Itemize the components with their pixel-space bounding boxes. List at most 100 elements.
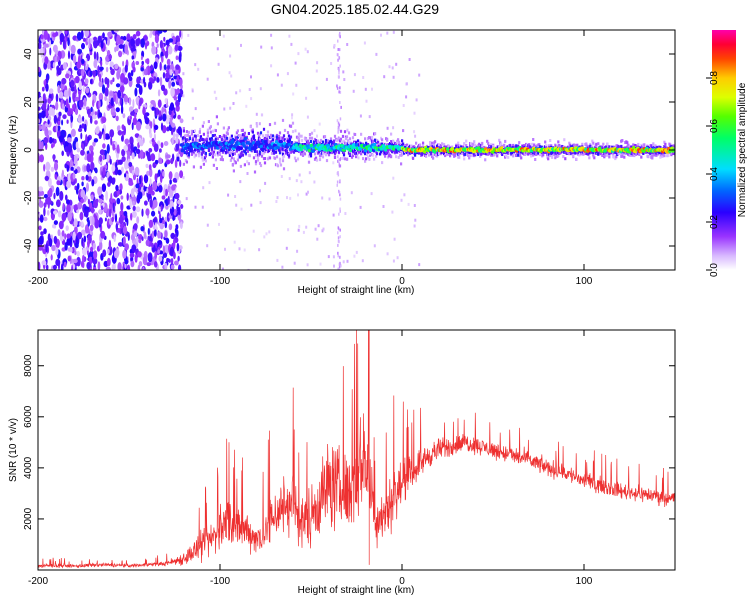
heatmap-cell [337, 58, 339, 62]
heatmap-cell [415, 98, 418, 102]
heatmap-cell [182, 176, 185, 180]
heatmap-cell [243, 248, 246, 252]
heatmap-cell [350, 191, 353, 195]
heatmap-cell [94, 168, 98, 174]
heatmap-cell [243, 163, 246, 167]
heatmap-cell [498, 145, 501, 149]
heatmap-cell [391, 210, 394, 214]
heatmap-cell [64, 146, 69, 153]
heatmap-cell [339, 235, 341, 239]
heatmap-cell [206, 131, 209, 135]
heatmap-cell [500, 142, 503, 146]
heatmap-cell [315, 149, 319, 153]
heatmap-cell [206, 77, 209, 81]
heatmap-cell [162, 252, 168, 258]
heatmap-cell [93, 51, 97, 60]
heatmap-cell [184, 134, 187, 137]
heatmap-cell [159, 61, 162, 71]
heatmap-cell [196, 139, 199, 143]
heatmap-cell [294, 159, 298, 163]
heatmap-cell [348, 137, 352, 141]
heatmap-cell [233, 152, 236, 156]
heatmap-cell [413, 204, 416, 207]
heatmap-cell [208, 181, 211, 185]
heatmap-cell [191, 89, 194, 93]
heatmap-cell [533, 150, 536, 154]
heatmap-cell [109, 61, 114, 68]
heatmap-cell [137, 251, 142, 258]
heatmap-cell [298, 134, 302, 138]
heatmap-cell [475, 151, 478, 155]
page-title: GN04.2025.185.02.44.G29 [270, 1, 440, 17]
heatmap-cell [61, 212, 67, 222]
heatmap-cell [339, 255, 341, 259]
heatmap-cell [243, 150, 246, 153]
heatmap-cell [72, 140, 77, 151]
heatmap-cell [130, 142, 134, 152]
heatmap-cell [162, 171, 165, 177]
heatmap-cell [321, 196, 324, 200]
heatmap-cell [74, 185, 77, 191]
heatmap-cell [116, 197, 121, 205]
heatmap-cell [55, 186, 60, 197]
heatmap-cell [205, 137, 208, 141]
heatmap-cell [161, 55, 164, 63]
heatmap-cell [162, 125, 167, 134]
heatmap-cell [463, 157, 466, 161]
heatmap-cell [297, 228, 300, 232]
heatmap-cell [300, 134, 303, 138]
heatmap-cell [272, 151, 276, 155]
heatmap-cell [359, 205, 362, 209]
heatmap-cell [84, 209, 89, 218]
heatmap-cell [261, 134, 265, 138]
heatmap-cell [300, 151, 304, 155]
heatmap-cell [392, 126, 395, 130]
heatmap-cell [588, 156, 591, 160]
heatmap-cell [133, 231, 138, 237]
heatmap-cell [62, 114, 67, 120]
heatmap-cell [164, 262, 168, 270]
heatmap-cell [338, 139, 342, 143]
heatmap-cell [107, 181, 111, 187]
heatmap-cell [229, 151, 232, 155]
heatmap-cell [98, 73, 102, 83]
heatmap-cell [165, 237, 170, 244]
heatmap-cell [401, 139, 404, 143]
heatmap-cell [392, 75, 395, 79]
heatmap-cell [132, 34, 137, 40]
heatmap-cell [509, 143, 512, 147]
heatmap-cell [547, 157, 550, 161]
heatmap-cell [278, 131, 282, 135]
heatmap-cell [434, 140, 437, 144]
heatmap-cell [128, 162, 133, 167]
heatmap-cell [230, 134, 233, 138]
heatmap-cell [471, 154, 474, 158]
heatmap-cell [45, 243, 48, 253]
heatmap-cell [393, 237, 396, 241]
heatmap-cell [339, 31, 341, 35]
heatmap-cell [48, 187, 53, 198]
heatmap-cell [200, 155, 203, 159]
heatmap-cell [230, 156, 233, 160]
heatmap-cell [194, 63, 197, 67]
heatmap-cell [337, 159, 339, 163]
heatmap-cell [367, 155, 370, 159]
heatmap-cell [280, 175, 283, 178]
heatmap-cell [422, 141, 425, 145]
heatmap-cell [185, 152, 188, 156]
heatmap-cell [371, 87, 373, 91]
heatmap-cell [549, 154, 552, 158]
heatmap-cell [336, 84, 338, 88]
heatmap-cell [421, 152, 424, 156]
heatmap-cell [316, 237, 319, 241]
heatmap-cell [259, 164, 263, 168]
heatmap-cell [110, 79, 113, 85]
heatmap-cell [338, 191, 341, 194]
heatmap-cell [211, 129, 214, 133]
heatmap-cell [287, 228, 290, 232]
heatmap-cell [243, 131, 246, 135]
heatmap-cell [100, 230, 106, 239]
heatmap-cell [360, 132, 363, 136]
heatmap-cell [328, 150, 332, 154]
heatmap-cell [202, 132, 205, 136]
